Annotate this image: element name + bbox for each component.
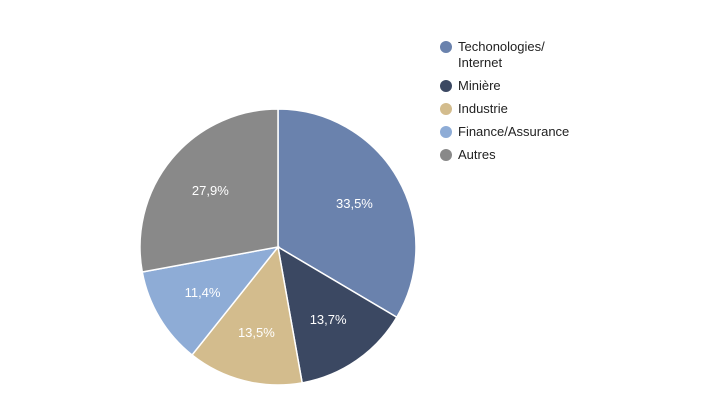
slice-value-label: 27,9% [192,183,229,198]
legend-swatch [440,149,452,161]
pie-slice [276,245,398,384]
legend-label: Minière [458,78,501,93]
slice-value-label: 13,5% [238,325,275,340]
legend-swatch [440,103,452,115]
legend-label: Finance/Assurance [458,124,570,139]
pie-slice [191,245,304,386]
legend: Techonologies/ Internet Minière Industrie F… [440,39,620,170]
legend-swatch [440,41,452,53]
legend-item: Industrie [440,101,620,117]
slice-value-label: 13,7% [310,312,347,327]
legend-item: Techonologies/ Internet [440,39,620,71]
legend-item: Minière [440,78,620,94]
slice-value-label: 33,5% [336,196,373,211]
legend-label: Autres [458,147,496,162]
legend-label: Techonologies/ Internet [458,39,545,70]
pie-slice [141,245,280,357]
legend-swatch [440,126,452,138]
legend-label: Industrie [458,101,508,116]
slice-value-label: 11,4% [185,285,221,300]
pie-slice [139,108,279,273]
pie-slice [277,108,417,319]
legend-item: Autres [440,147,620,163]
legend-swatch [440,80,452,92]
legend-item: Finance/Assurance [440,124,620,140]
